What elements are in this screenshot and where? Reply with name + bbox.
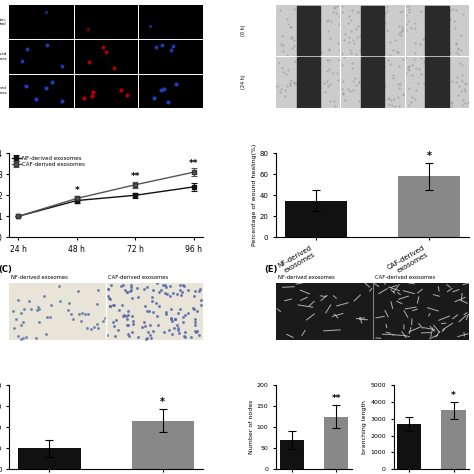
Point	[22, 82, 30, 90]
Bar	[285, 201, 347, 237]
Point	[100, 43, 107, 50]
Point	[172, 80, 179, 88]
Point	[110, 64, 118, 72]
Point	[158, 41, 166, 49]
Bar	[132, 421, 194, 469]
Text: **: **	[131, 172, 140, 181]
Text: Con-
trol: Con- trol	[0, 18, 7, 26]
Bar	[276, 56, 340, 108]
Bar	[405, 5, 469, 56]
Point	[146, 22, 154, 30]
Bar	[18, 448, 81, 469]
Text: (0 h): (0 h)	[241, 25, 246, 36]
Point	[84, 26, 91, 33]
Point	[153, 43, 160, 51]
Y-axis label: branching length: branching length	[363, 400, 367, 454]
Point	[150, 94, 158, 102]
Text: NF-derived exosomes: NF-derived exosomes	[278, 275, 335, 280]
Bar	[276, 5, 340, 56]
Text: (C): (C)	[0, 265, 12, 274]
Bar	[405, 56, 469, 108]
Bar	[426, 57, 449, 107]
Point	[43, 41, 50, 49]
Text: **: **	[189, 159, 199, 168]
Point	[161, 85, 168, 92]
Legend: NF-derived exosomes, CAF-derived exosomes: NF-derived exosomes, CAF-derived exosome…	[12, 156, 85, 167]
Point	[81, 95, 88, 102]
Text: NF-derived exosomes: NF-derived exosomes	[11, 275, 68, 280]
Point	[58, 98, 66, 105]
Point	[48, 78, 56, 86]
Text: NF-derived
exosomes: NF-derived exosomes	[0, 52, 7, 61]
Bar	[397, 424, 421, 469]
Point	[88, 92, 96, 100]
Point	[157, 87, 165, 94]
Text: CAF-derived exosomes: CAF-derived exosomes	[374, 275, 435, 280]
Text: *: *	[160, 397, 165, 407]
Bar	[297, 6, 320, 55]
Bar	[340, 56, 405, 108]
Text: (E): (E)	[264, 265, 278, 274]
Point	[23, 45, 31, 53]
Bar	[297, 57, 320, 107]
Bar	[426, 6, 449, 55]
Bar	[361, 6, 384, 55]
Point	[18, 57, 26, 65]
Bar	[280, 440, 304, 469]
Point	[102, 49, 109, 56]
Point	[164, 98, 172, 106]
Y-axis label: Percentage of wound healing(%): Percentage of wound healing(%)	[252, 144, 256, 246]
Point	[169, 42, 176, 50]
Text: (24 h): (24 h)	[241, 75, 246, 90]
Point	[85, 58, 93, 66]
Point	[89, 89, 97, 96]
Point	[42, 84, 50, 92]
Text: *: *	[74, 186, 79, 195]
Point	[42, 8, 50, 16]
Text: *: *	[451, 391, 456, 400]
Point	[58, 62, 66, 70]
Bar	[398, 176, 460, 237]
Point	[32, 95, 40, 103]
Point	[117, 86, 125, 94]
Text: *: *	[427, 151, 432, 161]
Y-axis label: Number of nodes: Number of nodes	[249, 400, 254, 455]
Point	[168, 46, 175, 54]
Bar	[324, 417, 348, 469]
Bar	[361, 57, 384, 107]
Bar	[340, 5, 405, 56]
Text: CAF-derived exosomes: CAF-derived exosomes	[108, 275, 168, 280]
Point	[123, 91, 131, 99]
Bar	[441, 410, 466, 469]
Text: CAF-derived
exosomes: CAF-derived exosomes	[0, 86, 7, 95]
Text: **: **	[331, 394, 341, 403]
